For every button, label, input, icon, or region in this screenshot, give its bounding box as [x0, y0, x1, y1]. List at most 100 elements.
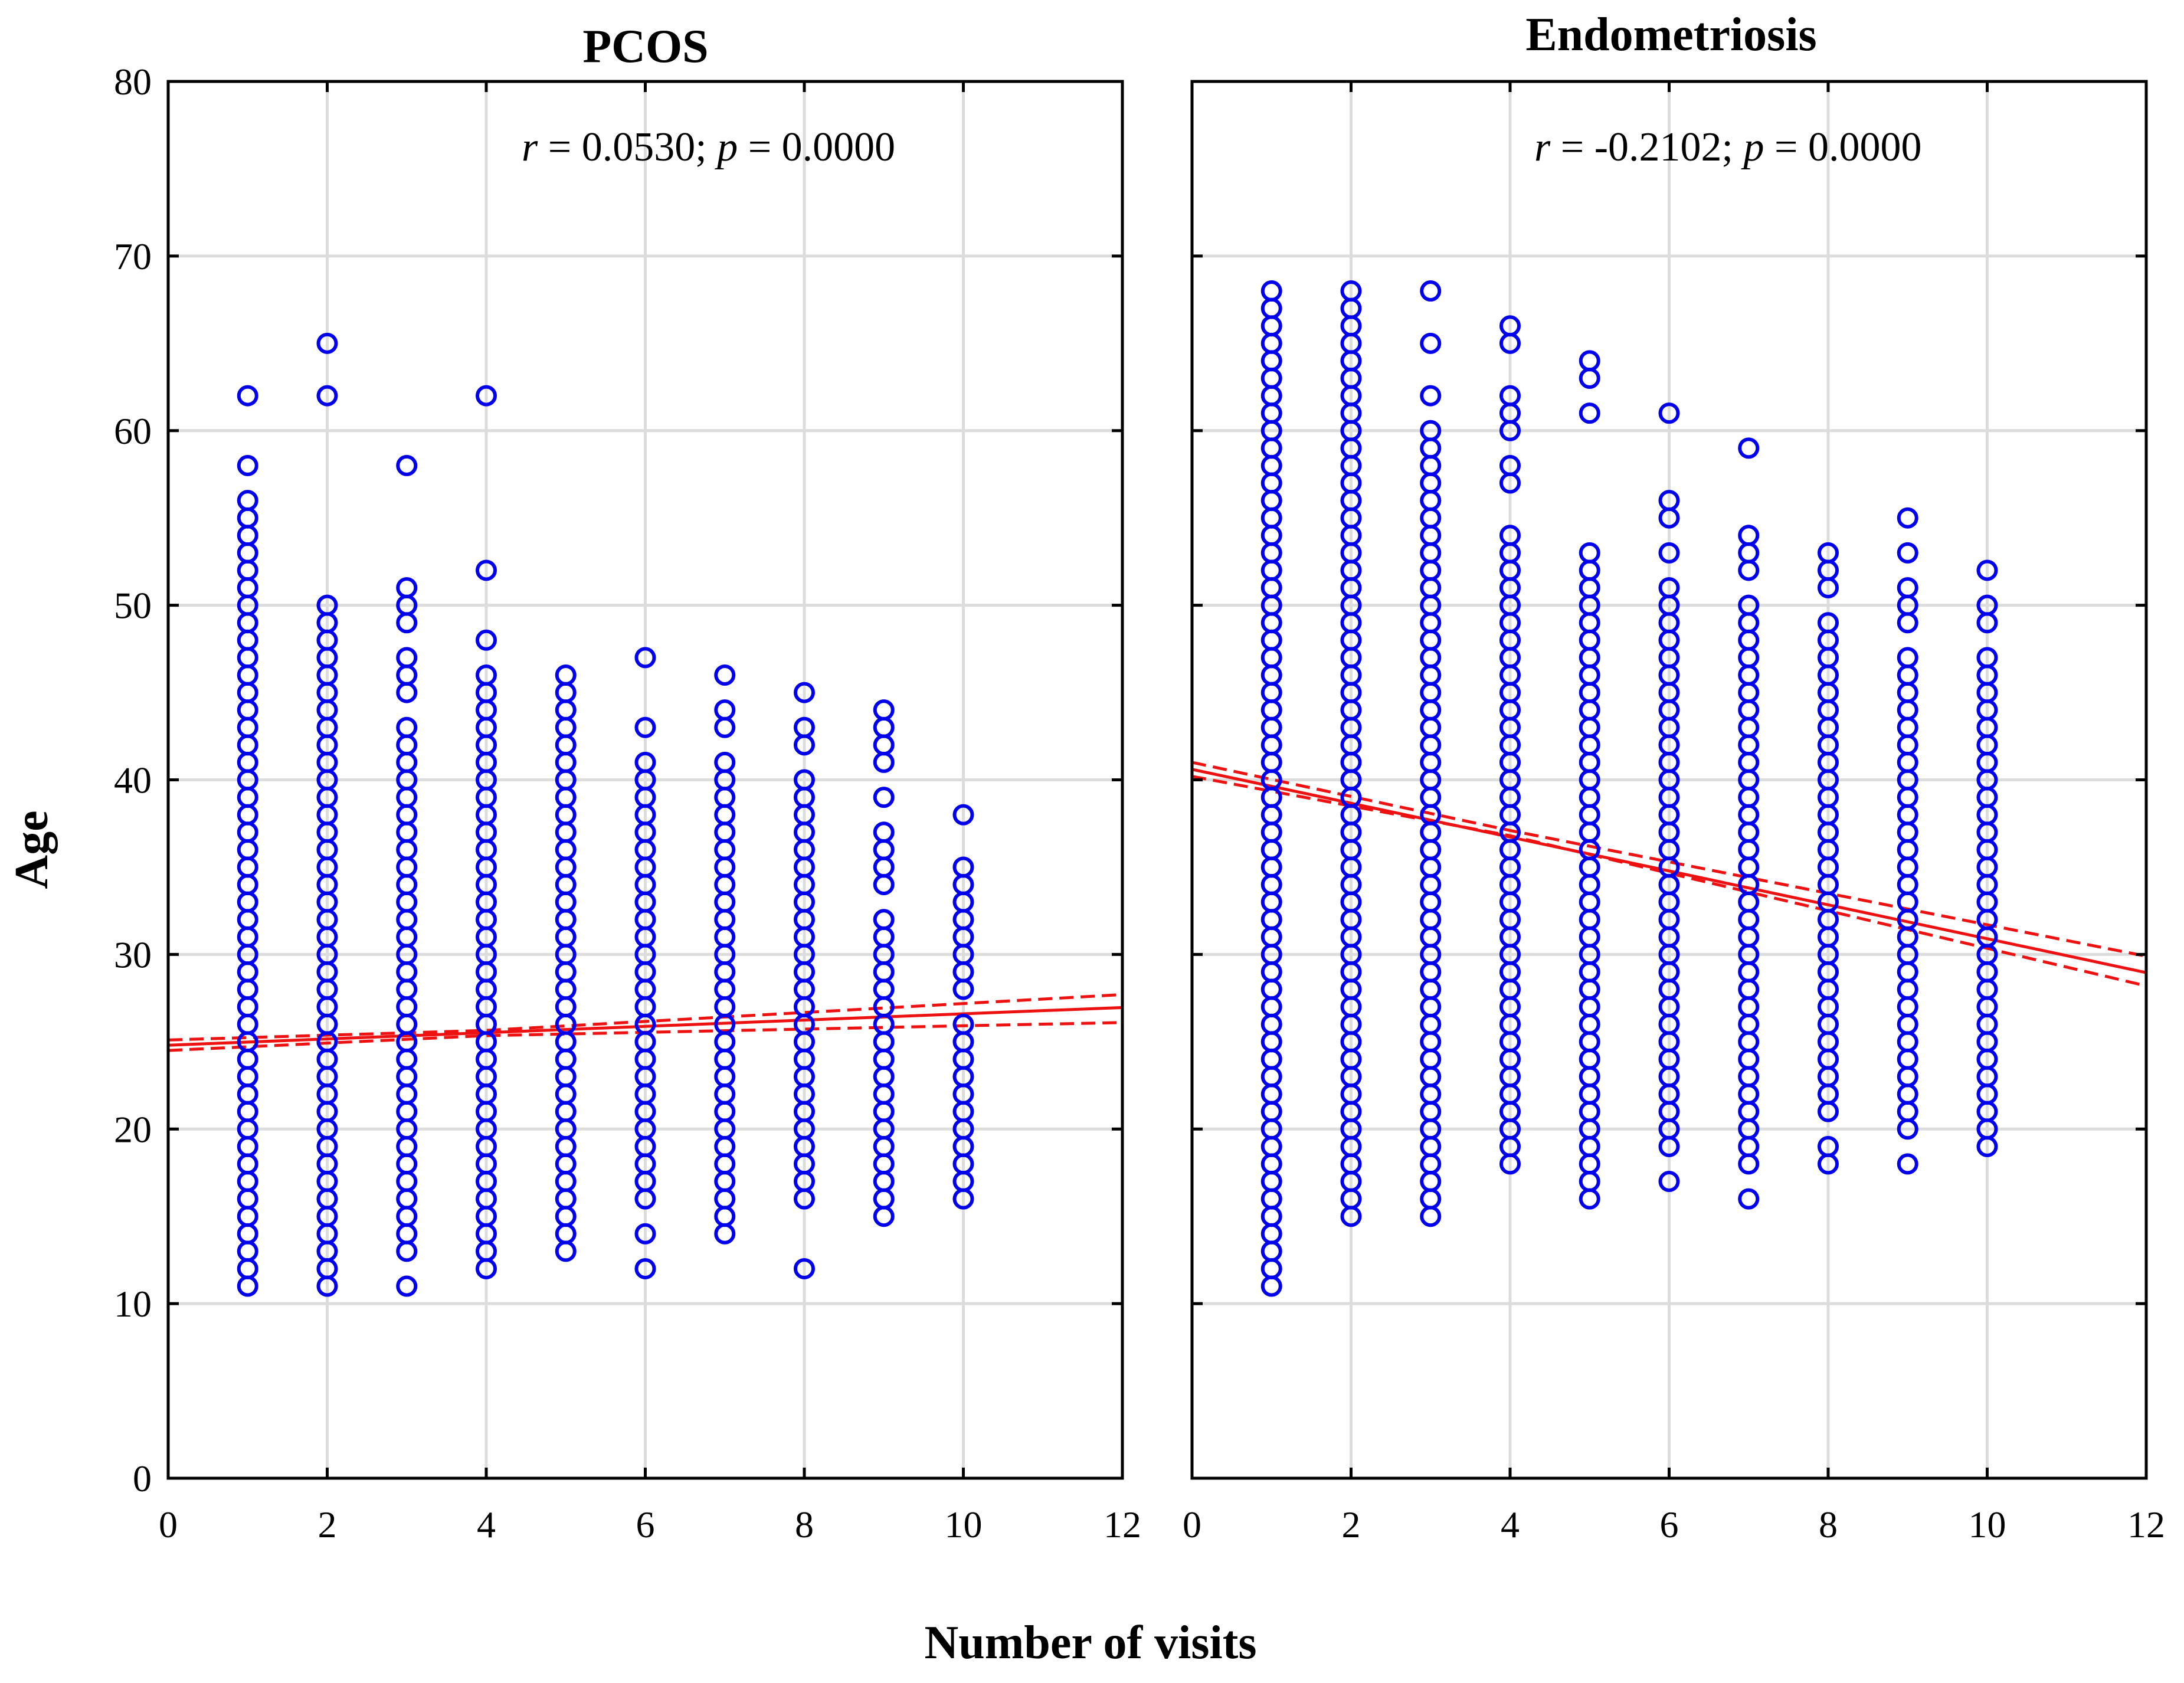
endometriosis-data-point	[1897, 874, 1918, 896]
endometriosis-data-point	[1260, 664, 1282, 686]
endometriosis-data-point	[1260, 1206, 1282, 1227]
endometriosis-data-point	[1260, 1171, 1282, 1193]
endometriosis-data-point	[1420, 542, 1442, 564]
endometriosis-data-point	[1260, 1066, 1282, 1088]
pcos-data-point	[396, 1083, 418, 1105]
endometriosis-data-point	[1260, 280, 1282, 302]
pcos-data-point	[555, 1135, 577, 1157]
pcos-data-point	[714, 961, 736, 983]
pcos-data-point	[873, 1153, 895, 1175]
endometriosis-data-point	[1340, 280, 1362, 302]
endometriosis-data-point	[1897, 1083, 1918, 1105]
endometriosis-data-point	[1897, 856, 1918, 878]
endometriosis-data-point	[1260, 1101, 1282, 1122]
endometriosis-data-point	[1897, 734, 1918, 756]
pcos-data-point	[714, 1171, 736, 1193]
pcos-data-point	[396, 856, 418, 878]
endometriosis-data-point	[1420, 821, 1442, 843]
endometriosis-data-point	[1420, 525, 1442, 546]
endometriosis-data-point	[1579, 1066, 1600, 1088]
endometriosis-data-point	[1738, 559, 1760, 581]
endometriosis-correlation-annotation: r = -0.2102; p = 0.0000	[1534, 125, 1921, 170]
pcos-data-point	[237, 454, 258, 476]
pcos-data-point	[396, 978, 418, 1000]
endometriosis-data-point	[1658, 402, 1680, 424]
endometriosis-data-point	[1579, 1013, 1600, 1035]
endometriosis-data-point	[1738, 647, 1760, 669]
pcos-data-point	[873, 787, 895, 808]
pcos-y-tick-label: 10	[114, 1283, 152, 1325]
endometriosis-data-point	[1579, 961, 1600, 983]
endometriosis-data-point	[1260, 490, 1282, 512]
endometriosis-data-point	[1420, 280, 1442, 302]
pcos-data-point	[555, 664, 577, 686]
endometriosis-data-point	[1579, 751, 1600, 773]
endometriosis-data-point	[1420, 874, 1442, 896]
endometriosis-data-point	[1420, 332, 1442, 354]
pcos-data-point	[714, 787, 736, 808]
endometriosis-data-point	[1420, 839, 1442, 860]
pcos-data-point	[714, 1048, 736, 1070]
endometriosis-data-point	[1897, 647, 1918, 669]
pcos-data-point	[555, 1048, 577, 1070]
endometriosis-data-point	[1420, 787, 1442, 808]
pcos-data-point	[555, 734, 577, 756]
endometriosis-data-point	[1420, 751, 1442, 773]
pcos-data-point	[873, 856, 895, 878]
pcos-x-tick-label: 10	[945, 1504, 983, 1546]
endometriosis-data-point	[1260, 1153, 1282, 1175]
endometriosis-data-point	[1579, 909, 1600, 931]
endometriosis-data-point	[1738, 874, 1760, 896]
endometriosis-data-point	[1260, 978, 1282, 1000]
pcos-data-point	[555, 909, 577, 931]
pcos-data-point	[396, 664, 418, 686]
pcos-y-tick-label: 40	[114, 759, 152, 801]
pcos-y-tick-label: 60	[114, 410, 152, 452]
endometriosis-data-point	[1897, 751, 1918, 773]
pcos-data-point	[714, 1135, 736, 1157]
endometriosis-data-point	[1260, 525, 1282, 546]
pcos-data-point	[396, 1066, 418, 1088]
pcos-data-point	[237, 385, 258, 407]
endometriosis-data-point	[1420, 891, 1442, 913]
endometriosis-data-point	[1260, 821, 1282, 843]
endometriosis-x-tick-label: 2	[1342, 1504, 1361, 1546]
endometriosis-ticks: 0 2 4 6 8 10 12	[1183, 80, 2165, 1546]
endometriosis-data-point	[1260, 612, 1282, 634]
endometriosis-data-point	[1260, 507, 1282, 529]
endometriosis-data-point	[1420, 1066, 1442, 1088]
endometriosis-data-point	[1738, 1083, 1760, 1105]
endometriosis-data-point	[1420, 1101, 1442, 1122]
pcos-data-point	[237, 839, 258, 860]
endometriosis-data-point	[1897, 787, 1918, 808]
endometriosis-data-point	[1260, 1258, 1282, 1279]
pcos-data-point	[396, 874, 418, 896]
pcos-data-point	[714, 874, 736, 896]
endometriosis-x-tick-label: 12	[2127, 1504, 2165, 1546]
endometriosis-data-point	[1738, 891, 1760, 913]
endometriosis-data-point	[1420, 507, 1442, 529]
pcos-data-point	[714, 996, 736, 1018]
pcos-data-point	[873, 1171, 895, 1193]
pcos-data-point	[396, 682, 418, 703]
pcos-data-point	[237, 891, 258, 913]
endometriosis-data-point	[1579, 1048, 1600, 1070]
pcos-data-point	[237, 1171, 258, 1193]
endometriosis-data-point	[1579, 1171, 1600, 1193]
pcos-data-point	[714, 1153, 736, 1175]
pcos-data-point	[873, 978, 895, 1000]
pcos-data-point	[237, 682, 258, 703]
pcos-data-point	[237, 1066, 258, 1088]
endometriosis-data-point	[1738, 1153, 1760, 1175]
pcos-data-point	[396, 1048, 418, 1070]
endometriosis-data-point	[1260, 1240, 1282, 1262]
pcos-data-point	[952, 1013, 974, 1035]
endometriosis-points	[1260, 280, 1998, 1297]
endometriosis-data-point	[1818, 612, 1839, 634]
endometriosis-data-point	[1420, 437, 1442, 459]
pcos-data-point	[555, 716, 577, 738]
endometriosis-data-point	[1420, 1013, 1442, 1035]
pcos-data-point	[396, 612, 418, 634]
endometriosis-data-point	[1420, 559, 1442, 581]
endometriosis-data-point	[1897, 996, 1918, 1018]
